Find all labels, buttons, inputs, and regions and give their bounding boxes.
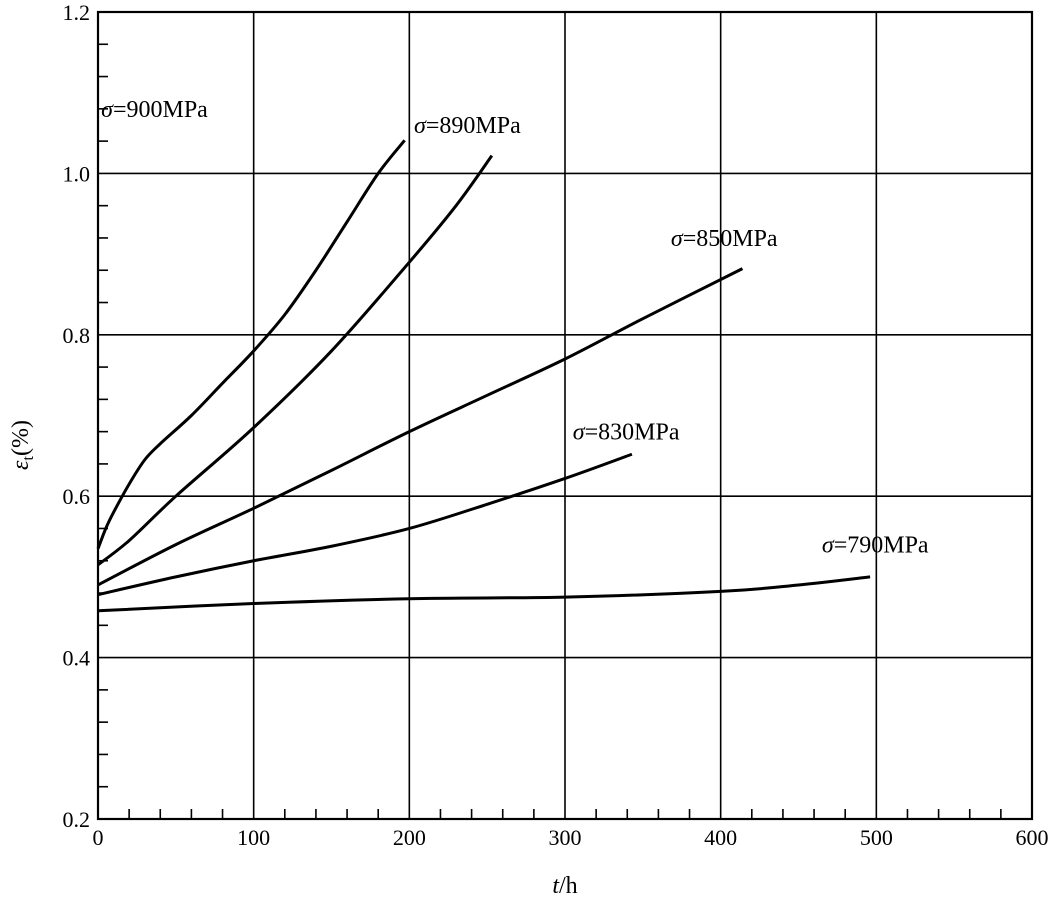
x-tick-label: 0 bbox=[93, 825, 104, 850]
series-line bbox=[97, 575, 871, 613]
y-tick-label: 0.4 bbox=[63, 646, 91, 671]
x-axis-label-italic: t bbox=[552, 873, 560, 898]
series-label-symbol: σ bbox=[822, 533, 835, 559]
y-axis-label: εt(%) bbox=[8, 420, 37, 470]
y-tick-label: 0.8 bbox=[63, 323, 91, 348]
grid bbox=[96, 10, 1034, 821]
x-tick-label: 300 bbox=[549, 825, 582, 850]
x-tick-label: 400 bbox=[704, 825, 737, 850]
y-tick-label: 1.0 bbox=[63, 161, 91, 186]
series-label-symbol: σ bbox=[101, 97, 114, 123]
series-label: σ=900MPa bbox=[101, 97, 208, 123]
y-axis-label-sub: t bbox=[20, 455, 37, 460]
series-label-symbol: σ bbox=[414, 113, 427, 139]
series-label-text: =830MPa bbox=[585, 420, 680, 446]
series-label-text: =850MPa bbox=[683, 226, 778, 252]
series-label: σ=790MPa bbox=[822, 533, 929, 559]
x-axis-label-unit: /h bbox=[559, 873, 578, 898]
series-label: σ=830MPa bbox=[573, 420, 680, 446]
x-tick-label: 200 bbox=[393, 825, 426, 850]
series-label-text: =790MPa bbox=[834, 533, 929, 559]
plot-frame bbox=[96, 10, 1034, 821]
series-label-text: =900MPa bbox=[113, 97, 208, 123]
series-label: σ=850MPa bbox=[671, 226, 778, 252]
series-line bbox=[96, 139, 406, 550]
series-label-symbol: σ bbox=[573, 420, 586, 446]
y-axis-label-unit: (%) bbox=[8, 420, 34, 456]
ticks: 0 100 200 300 400 500 600 0.2 0.4 0.6 0.8 1.0 1.2 bbox=[63, 0, 1049, 850]
y-tick-label: 1.2 bbox=[63, 0, 91, 25]
x-axis-label: t/h bbox=[552, 873, 577, 898]
y-tick-label: 0.6 bbox=[63, 484, 91, 509]
series-label-symbol: σ bbox=[671, 226, 684, 252]
x-tick-label: 100 bbox=[237, 825, 270, 850]
series-lines bbox=[96, 139, 871, 613]
series-label-text: =890MPa bbox=[426, 113, 521, 139]
series-line bbox=[97, 154, 494, 566]
series-line bbox=[97, 452, 633, 597]
series-label: σ=890MPa bbox=[414, 113, 521, 139]
series-line bbox=[97, 267, 744, 587]
x-tick-label: 500 bbox=[860, 825, 893, 850]
x-tick-label: 600 bbox=[1016, 825, 1049, 850]
y-tick-label: 0.2 bbox=[63, 807, 91, 832]
y-axis-label-symbol: ε bbox=[8, 460, 34, 470]
